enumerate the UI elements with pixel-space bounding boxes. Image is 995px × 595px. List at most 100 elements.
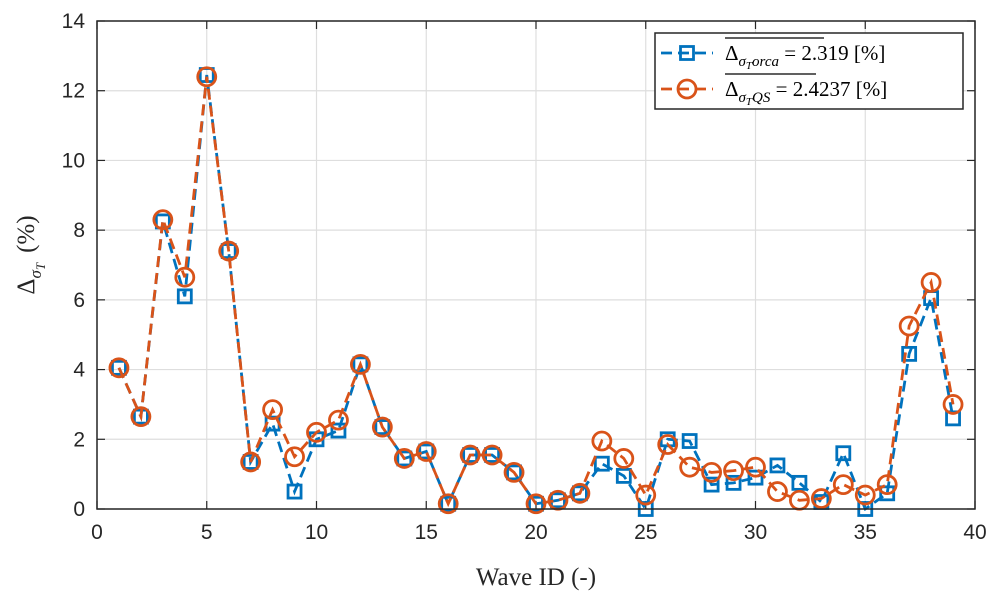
y-tick-label: 2: [73, 428, 85, 451]
legend-label-part: Δ: [725, 77, 739, 101]
series-1-point: [176, 288, 193, 305]
series-2-point: [942, 394, 964, 415]
series-2-point: [503, 461, 525, 483]
series-2-point: [832, 474, 854, 496]
series-2-point: [218, 240, 240, 262]
series-2-point: [262, 399, 284, 421]
series-1-point: [769, 457, 786, 474]
series-1-point: [374, 419, 391, 435]
series-2-point: [723, 460, 744, 482]
y-tick-label: 6: [73, 289, 85, 312]
series-1-point: [242, 454, 259, 470]
series-1-point: [286, 483, 303, 500]
y-axis-ticks: 0 2 4 6 8 10 12 14: [62, 10, 975, 521]
series-1-point: [572, 485, 588, 502]
legend-marker: [679, 45, 695, 61]
series-1-point: [506, 464, 522, 481]
series-1-point: [440, 495, 457, 512]
series-2-point: [701, 461, 722, 483]
series-2-point: [876, 474, 898, 496]
series-1-point: [725, 474, 742, 491]
legend-marker: [676, 78, 698, 100]
series-1-point: [418, 443, 435, 460]
series-2-point: [130, 406, 152, 428]
series-2-point: [393, 448, 415, 469]
series-2-point: [371, 416, 393, 438]
y-tick-label: 10: [62, 149, 85, 172]
series-1-point: [593, 455, 610, 472]
series-1-point: [945, 410, 961, 427]
series-1-point: [791, 474, 808, 491]
series-2-point: [745, 456, 766, 478]
y-tick-label: 0: [73, 498, 85, 521]
x-tick-label: 15: [415, 521, 438, 544]
y-tick-label: 14: [62, 10, 86, 33]
series-2-point: [174, 266, 196, 288]
y-tick-label: 8: [73, 219, 85, 242]
legend: ΔσTorca = 2.319 [%]ΔσTQS = 2.4237 [%]: [654, 32, 964, 110]
series-2-point: [635, 484, 657, 506]
series-2-point: [679, 456, 701, 478]
series-2-point: [525, 493, 547, 515]
x-tick-label: 5: [201, 521, 213, 544]
series-2-point: [810, 488, 832, 509]
series-2-point: [240, 451, 262, 473]
series-1-point: [330, 422, 347, 439]
series-2-point: [415, 441, 437, 462]
legend-entry-2: ΔσTQS = 2.4237 [%]: [661, 73, 887, 108]
series-2-point: [920, 272, 942, 293]
legend-label-part: T: [746, 96, 753, 108]
y-axis-title-sub: σ: [26, 270, 45, 279]
series-2: [108, 66, 964, 515]
legend-label: ΔσTorca = 2.319 [%]: [725, 41, 885, 72]
plot-frame: [96, 20, 976, 510]
series-1-point: [835, 445, 852, 462]
legend-label-part: = 2.319 [%]: [779, 41, 885, 65]
series-1-point: [462, 447, 479, 463]
series-1-point: [615, 467, 632, 484]
series-1-point: [879, 485, 896, 502]
y-tick-label: 12: [62, 80, 85, 103]
legend-label-part: Δ: [725, 41, 739, 65]
x-tick-label: 40: [963, 521, 986, 544]
series-2-point: [898, 315, 920, 337]
series-2-point: [613, 448, 635, 469]
legend-entry-1: ΔσTorca = 2.319 [%]: [661, 37, 885, 72]
legend-box: [654, 32, 964, 110]
legend-label-part: T: [746, 60, 753, 72]
x-tick-label: 30: [744, 521, 767, 544]
series-2-point: [196, 66, 218, 88]
series-2-line: [117, 76, 955, 508]
series-2-point: [284, 446, 305, 468]
series-1-point: [747, 469, 764, 486]
series-1-point: [901, 345, 918, 362]
series-2-point: [854, 484, 876, 506]
x-tick-label: 35: [854, 521, 877, 544]
x-axis-title: Wave ID (-): [476, 564, 596, 591]
y-axis-title-base: Δ: [13, 279, 40, 295]
series-2-point: [569, 482, 591, 504]
x-tick-label: 0: [91, 521, 103, 544]
x-axis-ticks: 0 5 10 15 20 25 30 35 40: [91, 21, 987, 544]
legend-label-part: orca: [752, 54, 779, 70]
series-2-point: [108, 357, 130, 379]
legend-label-part: σ: [739, 90, 747, 106]
series-1-point: [528, 495, 544, 512]
y-tick-label: 4: [73, 359, 85, 382]
x-tick-label: 10: [305, 521, 328, 544]
series-1-point: [681, 433, 698, 449]
x-tick-label: 20: [524, 521, 547, 544]
legend-label: ΔσTQS = 2.4237 [%]: [725, 77, 887, 108]
legend-label-part: = 2.4237 [%]: [770, 77, 887, 101]
series-2-point: [591, 430, 613, 452]
series-2-point: [349, 353, 371, 375]
legend-label-part: QS: [752, 90, 771, 106]
series-2-point: [481, 444, 503, 466]
series-1-point: [111, 359, 127, 376]
y-axis-title: ΔσT (%): [13, 215, 48, 294]
series-2-point: [437, 493, 459, 515]
series-2-point: [328, 409, 349, 431]
series-2-point: [459, 444, 481, 466]
series-2-point: [306, 421, 327, 443]
